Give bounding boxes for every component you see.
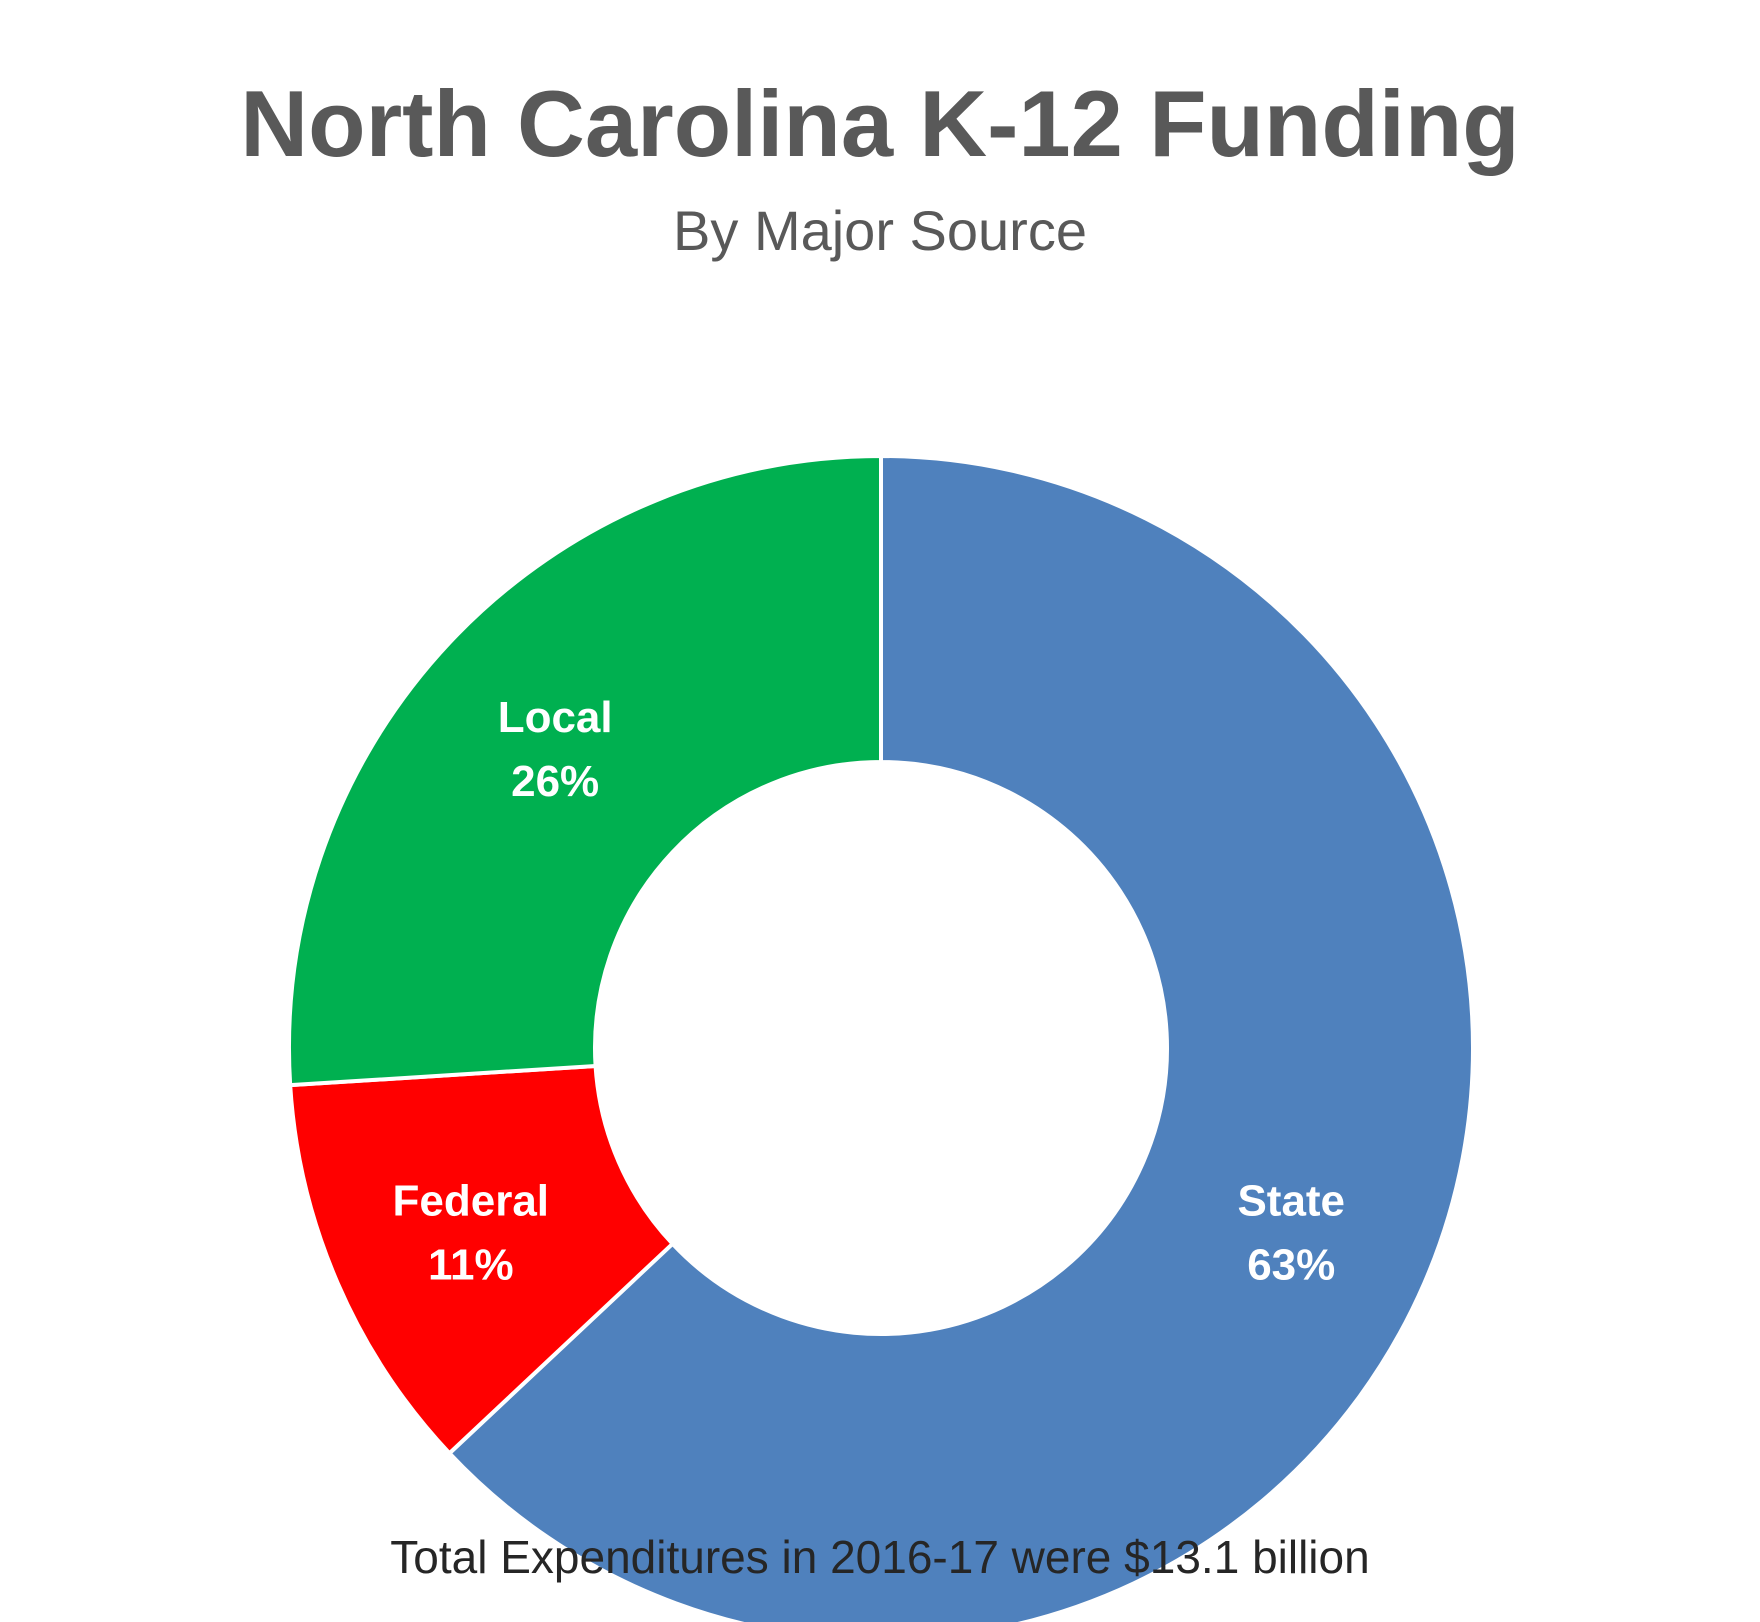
slice-value-federal: 11% <box>428 1241 514 1290</box>
slice-label-state: State <box>1237 1177 1345 1226</box>
slice-label-local: Local <box>498 693 613 742</box>
slice-federal <box>288 1063 676 1457</box>
slice-label-federal: Federal <box>393 1177 550 1226</box>
slice-value-state: 63% <box>1247 1241 1335 1290</box>
chart-subtitle: By Major Source <box>673 199 1087 262</box>
slice-state <box>446 453 1476 1622</box>
slice-value-local: 26% <box>511 757 599 806</box>
chart-footnote: Total Expenditures in 2016-17 were $13.1… <box>390 1531 1370 1583</box>
chart-title: North Carolina K-12 Funding <box>240 71 1520 176</box>
slice-local <box>287 453 883 1088</box>
